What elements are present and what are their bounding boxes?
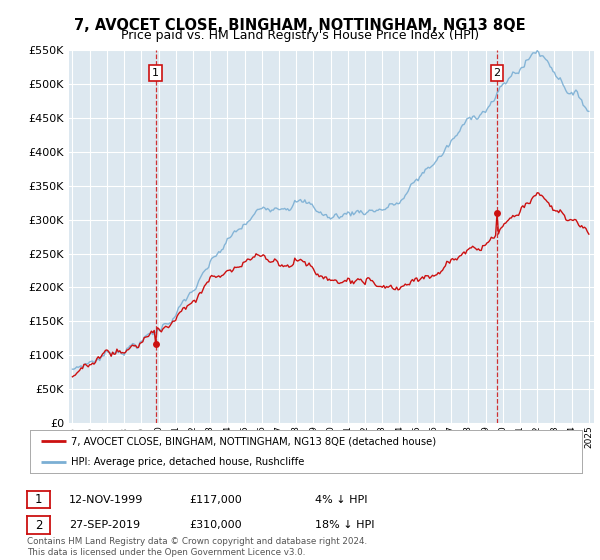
Text: 2: 2 xyxy=(493,68,500,78)
Text: Price paid vs. HM Land Registry's House Price Index (HPI): Price paid vs. HM Land Registry's House … xyxy=(121,29,479,42)
Text: 7, AVOCET CLOSE, BINGHAM, NOTTINGHAM, NG13 8QE: 7, AVOCET CLOSE, BINGHAM, NOTTINGHAM, NG… xyxy=(74,18,526,33)
Text: 1: 1 xyxy=(35,493,42,506)
Text: 7, AVOCET CLOSE, BINGHAM, NOTTINGHAM, NG13 8QE (detached house): 7, AVOCET CLOSE, BINGHAM, NOTTINGHAM, NG… xyxy=(71,436,437,446)
Text: 2: 2 xyxy=(35,519,42,532)
Text: 12-NOV-1999: 12-NOV-1999 xyxy=(69,494,143,505)
Text: 18% ↓ HPI: 18% ↓ HPI xyxy=(315,520,374,530)
Text: 27-SEP-2019: 27-SEP-2019 xyxy=(69,520,140,530)
Text: 1: 1 xyxy=(152,68,159,78)
Text: HPI: Average price, detached house, Rushcliffe: HPI: Average price, detached house, Rush… xyxy=(71,458,305,467)
Text: Contains HM Land Registry data © Crown copyright and database right 2024.
This d: Contains HM Land Registry data © Crown c… xyxy=(27,537,367,557)
Text: £310,000: £310,000 xyxy=(189,520,242,530)
Text: £117,000: £117,000 xyxy=(189,494,242,505)
Text: 4% ↓ HPI: 4% ↓ HPI xyxy=(315,494,367,505)
